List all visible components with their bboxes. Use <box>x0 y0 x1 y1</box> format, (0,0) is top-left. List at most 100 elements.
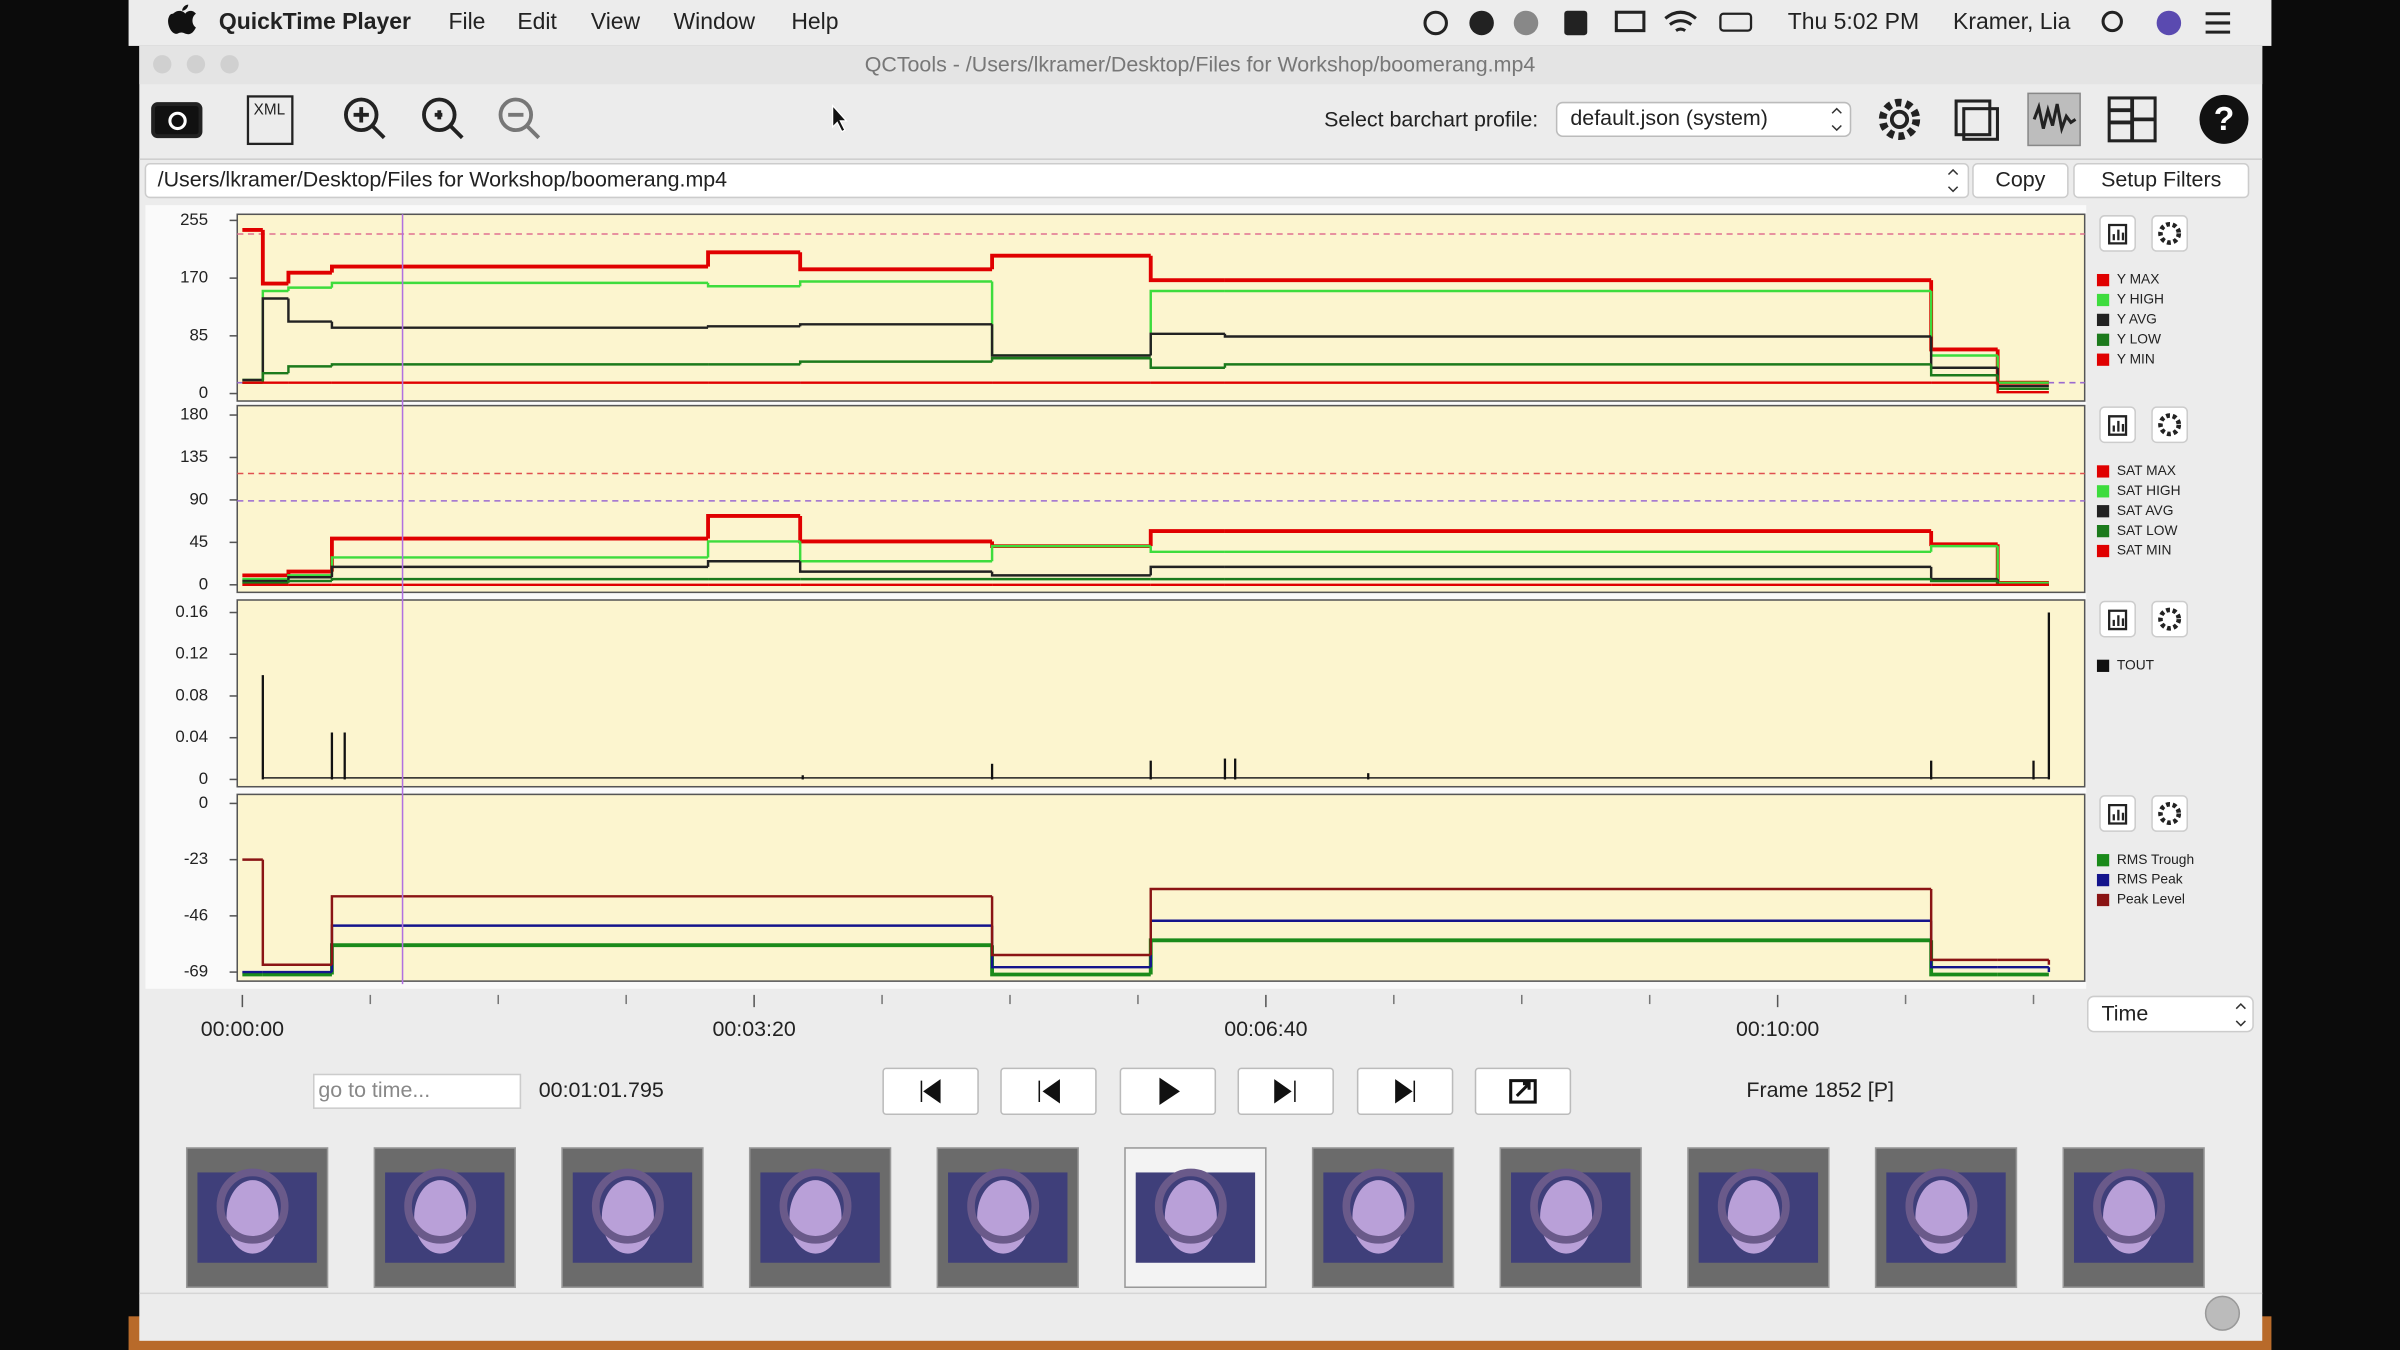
legend-swatch <box>2096 544 2110 558</box>
menu-item[interactable]: Help <box>791 8 838 34</box>
menu-item[interactable]: Window <box>673 8 755 34</box>
y-tick-label: 45 <box>189 532 208 551</box>
series-segment <box>260 229 289 286</box>
series-segment <box>1929 579 1998 583</box>
series-segment <box>287 286 332 292</box>
legend-swatch <box>2096 524 2110 538</box>
series-segment <box>286 569 332 576</box>
menu-app[interactable]: QuickTime Player <box>219 8 411 34</box>
series-segment <box>798 561 993 573</box>
legend-label: Y MIN <box>2117 351 2155 366</box>
setup-filters-label[interactable]: Setup Filters <box>2101 167 2221 191</box>
thumbnail-hair <box>779 1168 852 1244</box>
y-tick-label: 0.16 <box>175 602 208 621</box>
mode-arrows <box>2235 1002 2246 1027</box>
legend-swatch <box>2096 465 2110 478</box>
graph-settings-icon <box>2158 413 2182 437</box>
toolbar-icons[interactable]: ? <box>151 92 2249 147</box>
series-segment <box>261 371 289 383</box>
goto-placeholder[interactable]: go to time... <box>318 1078 430 1102</box>
y-tick-label: 0 <box>199 574 208 593</box>
goto-input[interactable] <box>313 1073 522 1109</box>
menu-clock[interactable]: Thu 5:02 PM <box>1788 8 1919 34</box>
graph-chart-icon <box>2108 415 2128 436</box>
series-segment <box>330 577 709 582</box>
series-segment <box>990 896 1151 957</box>
series-segment <box>330 281 709 288</box>
legend-swatch <box>2096 273 2110 287</box>
series-segment <box>990 324 1151 357</box>
menubar <box>128 0 2272 46</box>
thumbnail-hair <box>1342 1168 1415 1244</box>
legend-label: RMS Trough <box>2117 852 2194 867</box>
series-segment <box>798 280 993 287</box>
series-segment <box>798 323 993 327</box>
apple-menu[interactable] <box>168 4 196 35</box>
thumbnail-hair <box>1530 1168 1603 1244</box>
file-path[interactable]: /Users/lkramer/Desktop/Files for Worksho… <box>158 167 728 191</box>
x-tick-label: 00:06:40 <box>1224 1017 1307 1041</box>
series-segment <box>286 270 332 284</box>
menu-item[interactable]: View <box>591 8 641 34</box>
copy-label[interactable]: Copy <box>1995 167 2045 191</box>
transport-icon <box>1395 1079 1416 1104</box>
legend-swatch <box>2096 893 2110 907</box>
graph-settings-button[interactable] <box>2151 406 2189 444</box>
legend-label: Y AVG <box>2117 312 2157 327</box>
thumbnail-hair <box>1905 1168 1978 1244</box>
menu-user[interactable]: Kramer, Lia <box>1953 8 2071 34</box>
setup-filters-button[interactable] <box>2073 163 2250 199</box>
y-tick-label: -69 <box>184 962 208 981</box>
xml-icon-label[interactable]: XML <box>254 101 285 118</box>
y-tick-label: 0 <box>199 769 208 788</box>
y-tick-label: -23 <box>184 849 208 868</box>
graph-settings-button[interactable] <box>2151 795 2189 832</box>
legend-swatch <box>2096 313 2110 327</box>
mouse-cursor <box>832 104 848 133</box>
series-segment <box>798 515 993 544</box>
profile-dropdown[interactable] <box>1555 101 1852 137</box>
profile-value[interactable]: default.json (system) <box>1570 106 1767 130</box>
series-segment <box>1149 565 1225 576</box>
thumbnail-hair <box>216 1168 289 1244</box>
x-mode[interactable]: Time <box>2102 1001 2149 1025</box>
x-mode-dropdown[interactable] <box>2086 995 2254 1033</box>
legend-swatch <box>2096 485 2110 498</box>
series-segment <box>1996 382 2049 394</box>
window-title: QCTools - /Users/lkramer/Desktop/Files f… <box>865 52 1536 76</box>
legend-label: SAT LOW <box>2117 523 2178 538</box>
y-tick-label: 170 <box>180 268 208 287</box>
frame-info: Frame 1852 [P] <box>1746 1078 1894 1102</box>
series-segment <box>1148 529 1225 547</box>
series-segment <box>706 540 801 558</box>
menu-item[interactable]: Edit <box>517 8 557 34</box>
graph: 0 -23 -46 -69 RMS Trough RMS Peak Peak Level <box>184 793 2194 982</box>
thumbnail-hair <box>2093 1168 2166 1244</box>
legend-swatch <box>2096 854 2110 867</box>
x-tick-label: 00:03:20 <box>712 1017 795 1041</box>
series-segment <box>798 252 993 272</box>
graph-settings-button[interactable] <box>2151 215 2189 252</box>
y-tick-label: 255 <box>180 210 208 229</box>
legend-label: Peak Level <box>2117 892 2185 907</box>
legend-label: Y LOW <box>2117 331 2161 346</box>
graph-chart-icon <box>2108 609 2128 631</box>
series-segment <box>330 565 709 578</box>
path-field[interactable] <box>144 163 1970 199</box>
series-segment <box>990 544 1151 562</box>
series-segment <box>1149 546 1225 554</box>
series-segment <box>330 321 709 329</box>
plot-area <box>236 599 2086 788</box>
legend-swatch <box>2096 659 2110 672</box>
legend-swatch <box>2096 333 2110 346</box>
thumbnail-hair <box>967 1168 1040 1244</box>
series-segment <box>287 298 332 323</box>
series-segment <box>1929 364 1998 377</box>
series-segment <box>287 579 332 583</box>
y-tick-label: 180 <box>180 404 208 423</box>
traffic-lights[interactable] <box>153 55 239 74</box>
legend-label: TOUT <box>2117 657 2155 672</box>
graph-settings-button[interactable] <box>2151 600 2189 638</box>
copy-button[interactable] <box>1972 163 2069 199</box>
menu-item[interactable]: File <box>448 8 485 34</box>
